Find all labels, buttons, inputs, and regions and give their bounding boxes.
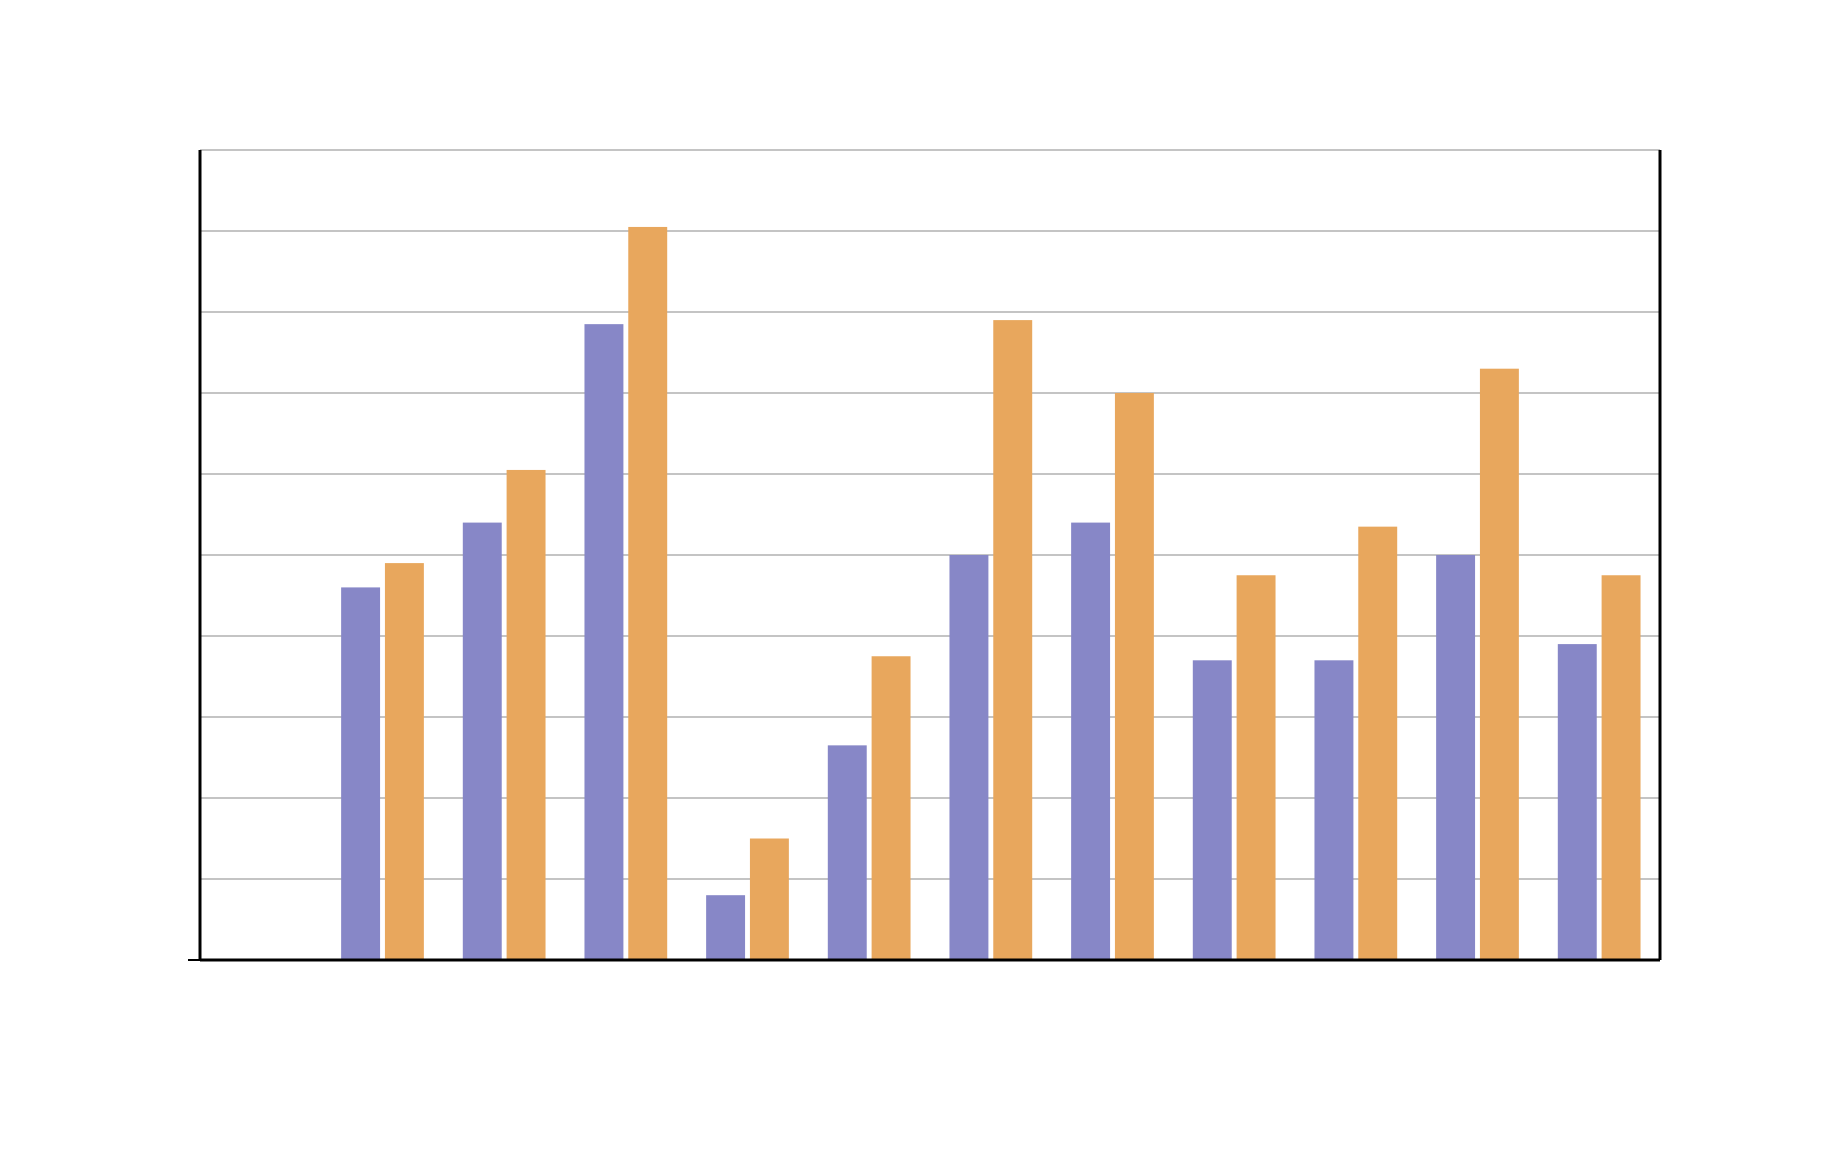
bar-2020 — [1358, 527, 1397, 960]
chart-container — [20, 20, 1830, 1139]
electricity-chart — [20, 20, 1830, 1139]
bar-2019 — [828, 745, 867, 960]
bar-2019 — [1558, 644, 1597, 960]
bar-2020 — [872, 656, 911, 960]
bar-2020 — [385, 563, 424, 960]
bar-2019 — [1314, 660, 1353, 960]
bar-2020 — [1480, 369, 1519, 960]
bar-2019 — [706, 895, 745, 960]
bar-2020 — [1115, 393, 1154, 960]
bar-2019 — [949, 555, 988, 960]
bar-2019 — [584, 324, 623, 960]
bar-2020 — [628, 227, 667, 960]
bar-2019 — [1071, 523, 1110, 960]
bar-2020 — [1602, 575, 1641, 960]
bar-2019 — [1436, 555, 1475, 960]
bar-2019 — [1193, 660, 1232, 960]
bar-2019 — [341, 587, 380, 960]
bar-2020 — [1237, 575, 1276, 960]
bar-2020 — [993, 320, 1032, 960]
bar-2020 — [750, 839, 789, 961]
bar-2019 — [463, 523, 502, 960]
bar-2020 — [507, 470, 546, 960]
